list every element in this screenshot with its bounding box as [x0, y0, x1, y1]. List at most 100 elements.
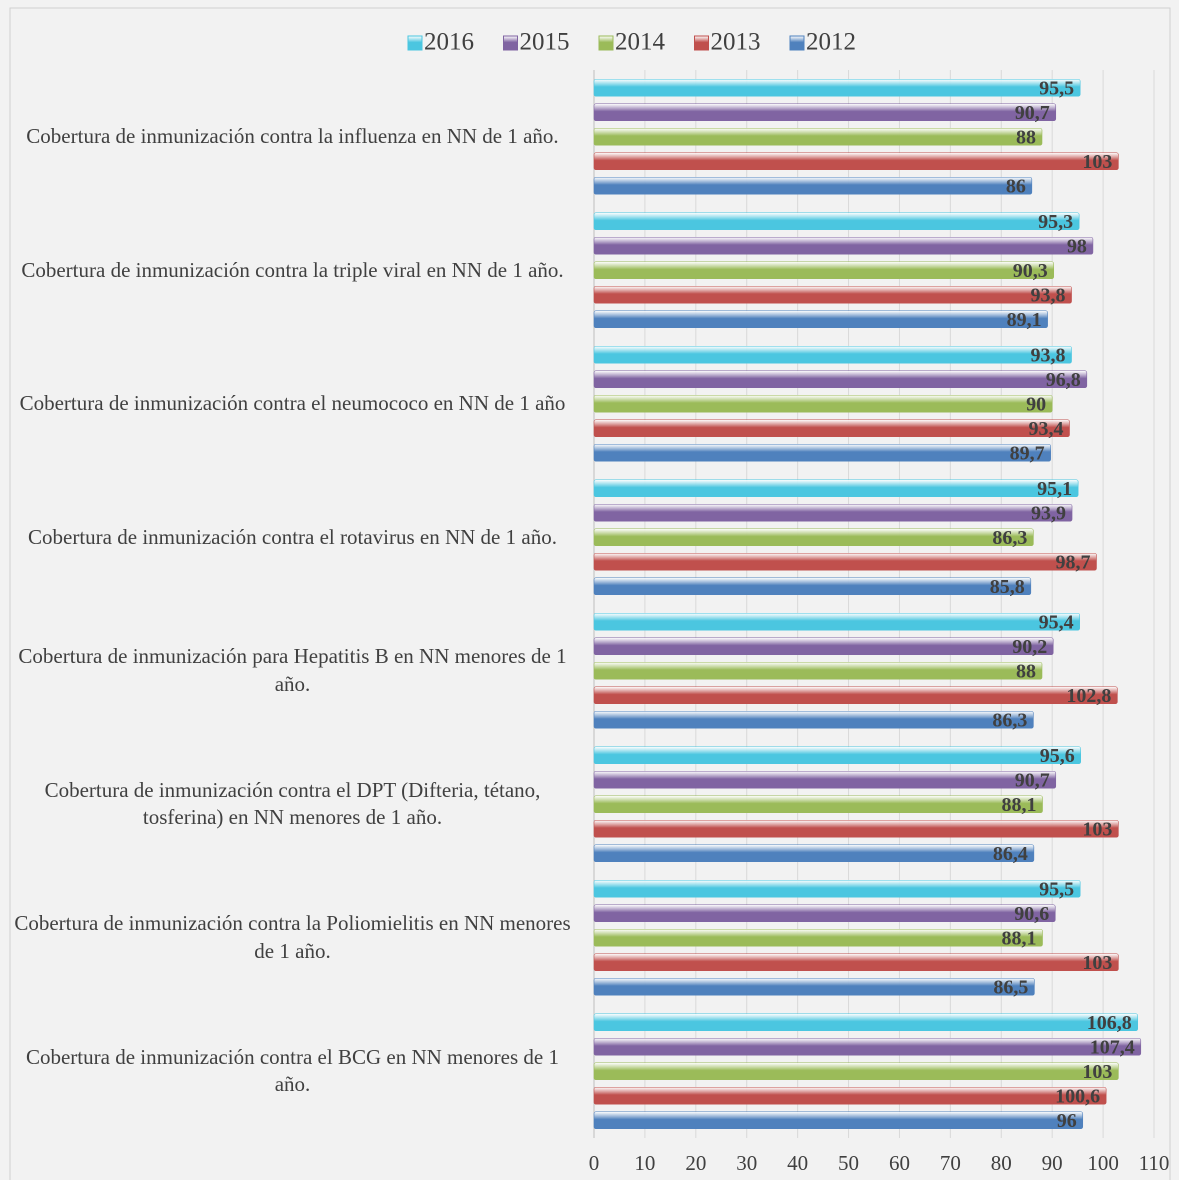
bar	[593, 503, 1073, 522]
bar	[593, 78, 1081, 97]
x-tick-label: 90	[1042, 1151, 1063, 1175]
bar	[593, 1062, 1119, 1081]
data-label: 90	[1026, 393, 1046, 415]
bar	[593, 103, 1057, 122]
bar	[593, 795, 1043, 814]
data-label: 93,4	[1028, 418, 1063, 440]
data-label: 90,2	[1012, 636, 1047, 658]
data-label: 86,3	[992, 709, 1027, 731]
x-tick-label: 80	[991, 1151, 1012, 1175]
x-tick-label: 60	[889, 1151, 910, 1175]
data-label: 96,8	[1046, 369, 1081, 391]
legend-swatch	[407, 35, 423, 51]
bar	[593, 1111, 1084, 1130]
bar	[593, 770, 1057, 789]
data-label: 100,6	[1055, 1085, 1100, 1107]
bar	[593, 394, 1053, 413]
bar	[593, 577, 1032, 596]
bar	[593, 953, 1119, 972]
data-label: 96	[1057, 1110, 1077, 1132]
data-label: 98,7	[1055, 551, 1090, 573]
x-tick-label: 110	[1139, 1151, 1170, 1175]
data-label: 86,5	[993, 976, 1028, 998]
category-label: Cobertura de inmunización contra el BCG …	[25, 1044, 559, 1097]
bar	[593, 879, 1081, 898]
data-label: 107,4	[1090, 1036, 1135, 1058]
legend-label: 2012	[806, 29, 856, 56]
x-tick-label: 10	[634, 1151, 655, 1175]
x-tick-label: 40	[787, 1151, 808, 1175]
data-label: 103	[1082, 952, 1112, 974]
data-label: 89,7	[1010, 442, 1045, 464]
legend-label: 2014	[615, 29, 666, 56]
legend-label: 2013	[711, 29, 761, 56]
data-label: 88,1	[1002, 794, 1037, 816]
data-label: 88	[1016, 126, 1036, 148]
bar	[593, 345, 1072, 364]
x-tick-label: 70	[940, 1151, 961, 1175]
bar	[593, 844, 1035, 863]
category-label: Cobertura de inmunización para Hepatitis…	[18, 644, 567, 696]
data-label: 95,3	[1038, 211, 1073, 233]
data-label: 95,1	[1037, 478, 1072, 500]
bar	[593, 904, 1056, 923]
bar	[593, 310, 1048, 329]
legend-swatch	[789, 35, 805, 51]
x-tick-label: 0	[589, 1151, 600, 1175]
category-label: Cobertura de inmunización contra el neum…	[19, 391, 566, 416]
bar	[593, 1013, 1139, 1032]
data-label: 93,9	[1031, 502, 1066, 524]
bar	[593, 710, 1034, 729]
bar	[593, 686, 1118, 705]
data-label: 98	[1067, 235, 1087, 257]
data-label: 103	[1082, 1061, 1112, 1083]
bar	[593, 127, 1043, 146]
bar	[593, 637, 1054, 656]
data-label: 90,7	[1015, 102, 1050, 124]
chart-border	[9, 7, 1171, 1180]
data-label: 103	[1082, 151, 1112, 173]
bar	[593, 552, 1097, 571]
bar	[593, 261, 1055, 280]
category-label: Cobertura de inmunización contra el rota…	[28, 524, 557, 549]
data-label: 90,3	[1013, 260, 1048, 282]
bar	[593, 443, 1051, 462]
data-label: 86,4	[993, 843, 1028, 865]
data-label: 93,8	[1031, 344, 1066, 366]
bar	[593, 977, 1035, 996]
data-label: 102,8	[1066, 685, 1111, 707]
data-label: 103	[1082, 818, 1112, 840]
bar	[593, 661, 1043, 680]
bar	[593, 212, 1080, 231]
legend-swatch	[598, 35, 614, 51]
bar	[593, 819, 1119, 838]
data-label: 86	[1006, 175, 1026, 197]
legend-swatch	[503, 35, 518, 51]
data-label: 95,5	[1039, 77, 1074, 99]
data-label: 95,6	[1040, 745, 1075, 767]
data-label: 86,3	[992, 527, 1027, 549]
category-label: Cobertura de inmunización contra la Poli…	[14, 911, 571, 963]
data-label: 95,5	[1039, 878, 1074, 900]
bar	[593, 528, 1034, 547]
x-tick-label: 100	[1087, 1151, 1119, 1175]
legend-label: 2016	[424, 29, 474, 56]
data-label: 93,8	[1031, 284, 1066, 306]
bar	[593, 479, 1079, 498]
legend-label: 2015	[520, 29, 570, 56]
data-label: 85,8	[990, 576, 1025, 598]
bar	[593, 370, 1088, 389]
data-label: 90,7	[1015, 769, 1050, 791]
data-label: 95,4	[1039, 611, 1074, 633]
category-label: Cobertura de inmunización contra la infl…	[26, 124, 559, 149]
x-tick-label: 30	[736, 1151, 757, 1175]
bar	[593, 746, 1081, 765]
category-label: Cobertura de inmunización contra la trip…	[21, 257, 564, 282]
data-label: 89,1	[1007, 309, 1042, 331]
data-label: 88,1	[1002, 927, 1037, 949]
bar	[593, 285, 1072, 304]
category-label: Cobertura de inmunización contra el DPT …	[44, 777, 541, 830]
bar	[593, 152, 1119, 171]
